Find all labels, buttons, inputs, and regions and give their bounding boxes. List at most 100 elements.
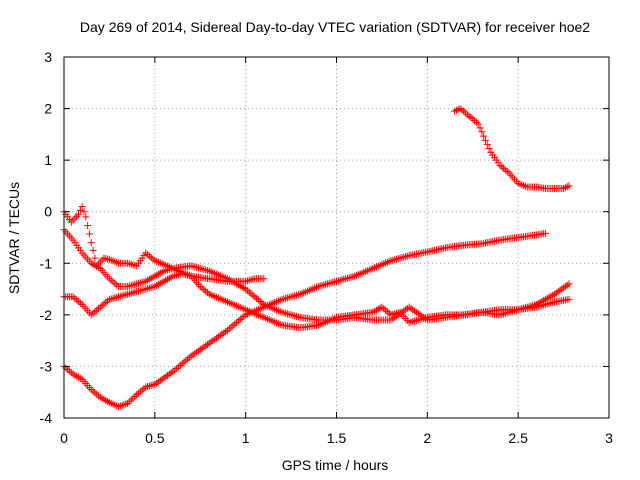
data-point-fill xyxy=(153,281,161,289)
data-point xyxy=(260,275,268,283)
y-tick-label: -2 xyxy=(40,307,53,323)
data-point-fill xyxy=(138,286,146,294)
data-point-fill xyxy=(182,271,190,279)
data-point-fill xyxy=(400,253,408,261)
data-point-fill xyxy=(173,271,181,279)
data-point xyxy=(205,290,213,298)
data-point-fill xyxy=(207,291,215,299)
data-point-fill xyxy=(265,316,273,324)
data-point-fill xyxy=(149,255,157,263)
data-point-fill xyxy=(238,304,246,312)
data-point-fill xyxy=(271,318,279,326)
data-point-fill xyxy=(158,268,166,276)
y-axis-label: SDTVAR / TECUs xyxy=(6,182,22,294)
data-point-fill xyxy=(329,278,337,286)
x-tick-label: 3 xyxy=(605,430,613,446)
data-point-fill xyxy=(558,285,566,293)
data-point-fill xyxy=(267,317,275,325)
data-point-fill xyxy=(253,306,261,314)
data-point-fill xyxy=(307,286,315,294)
data-point xyxy=(78,203,86,211)
data-point-fill xyxy=(543,300,551,308)
data-point-fill xyxy=(125,290,133,298)
data-point-fill xyxy=(85,230,93,238)
data-point-fill xyxy=(200,286,208,294)
data-point-fill xyxy=(131,288,139,296)
data-point-fill xyxy=(411,307,419,315)
data-point xyxy=(260,303,268,311)
data-point-fill xyxy=(127,260,135,268)
data-point-fill xyxy=(245,276,253,284)
data-point-fill xyxy=(216,331,224,339)
data-point xyxy=(541,229,549,237)
data-point-fill xyxy=(363,267,371,275)
data-point-fill xyxy=(211,335,219,343)
data-point-fill xyxy=(196,346,204,354)
data-point-fill xyxy=(349,273,357,281)
data-point-fill xyxy=(218,296,226,304)
data-point-fill xyxy=(98,394,106,402)
data-point-fill xyxy=(89,309,97,317)
data-point-fill xyxy=(227,277,235,285)
data-point-fill xyxy=(95,263,103,271)
data-point-fill xyxy=(167,265,175,273)
data-point-fill xyxy=(180,270,188,278)
data-point-fill xyxy=(293,312,301,320)
data-point-fill xyxy=(73,212,81,220)
data-point-fill xyxy=(481,136,489,144)
data-point-fill xyxy=(360,268,368,276)
data-point-fill xyxy=(518,181,526,189)
data-point-fill xyxy=(76,374,84,382)
data-point-fill xyxy=(76,206,84,214)
data-point xyxy=(496,161,504,169)
data-point-fill xyxy=(563,281,571,289)
data-point-fill xyxy=(371,264,379,272)
data-point xyxy=(260,313,268,321)
data-point-fill xyxy=(485,145,493,153)
data-point-fill xyxy=(243,277,251,285)
data-point-fill xyxy=(398,254,406,262)
data-point-fill xyxy=(102,298,110,306)
data-point-fill xyxy=(365,266,373,274)
data-point-fill xyxy=(309,285,317,293)
data-point-fill xyxy=(129,261,137,269)
data-point xyxy=(205,267,213,275)
data-point-fill xyxy=(229,300,237,308)
data-point-fill xyxy=(127,396,135,404)
data-point-fill xyxy=(251,293,259,301)
data-point-fill xyxy=(233,302,241,310)
data-point-fill xyxy=(134,279,142,287)
data-point-fill xyxy=(383,308,391,316)
data-point-fill xyxy=(154,280,162,288)
data-point-fill xyxy=(411,317,419,325)
data-point-fill xyxy=(374,262,382,270)
data-point-fill xyxy=(127,281,135,289)
data-point-fill xyxy=(276,296,284,304)
data-point-fill xyxy=(371,307,379,315)
data-point-fill xyxy=(258,304,266,312)
data-point-fill xyxy=(140,278,148,286)
data-point-fill xyxy=(476,124,484,132)
data-point-fill xyxy=(204,267,212,275)
data-point-fill xyxy=(144,285,152,293)
data-point-fill xyxy=(394,309,402,317)
data-point-fill xyxy=(258,313,266,321)
data-point-fill xyxy=(407,304,415,312)
data-point xyxy=(105,275,113,283)
data-point-fill xyxy=(253,294,261,302)
y-tick-label: -1 xyxy=(40,255,53,271)
data-point xyxy=(196,282,204,290)
data-point xyxy=(69,370,77,378)
data-point-fill xyxy=(385,309,393,317)
data-point-fill xyxy=(391,310,399,318)
data-point-fill xyxy=(65,367,73,375)
data-point-fill xyxy=(138,278,146,286)
data-point-fill xyxy=(98,256,106,264)
data-point-fill xyxy=(173,364,181,372)
data-point-fill xyxy=(236,315,244,323)
data-point-fill xyxy=(131,261,139,269)
data-point-fill xyxy=(263,315,271,323)
data-point-fill xyxy=(249,308,257,316)
data-point xyxy=(224,298,231,306)
data-point xyxy=(96,393,104,401)
